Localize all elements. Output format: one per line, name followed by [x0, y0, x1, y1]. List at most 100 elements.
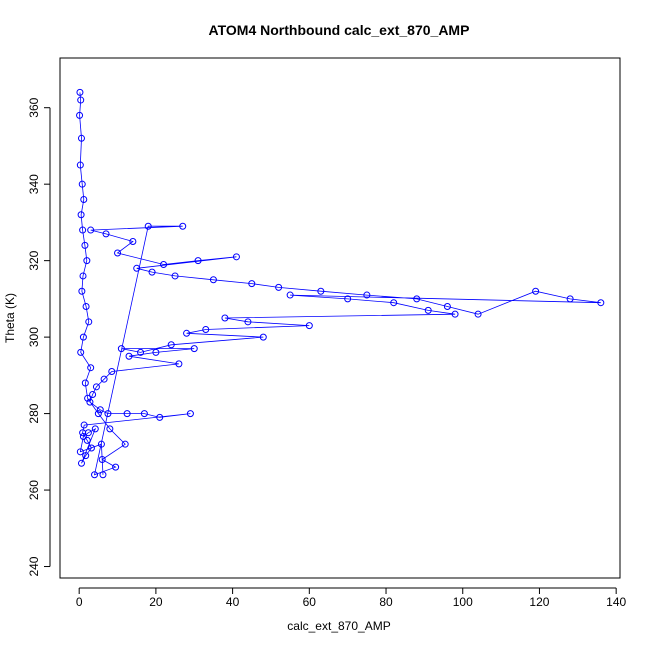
y-tick-label: 320 — [27, 250, 41, 270]
data-point — [532, 287, 540, 295]
data-layer — [76, 88, 605, 479]
data-point — [443, 303, 451, 311]
data-point — [99, 471, 107, 479]
data-point — [76, 111, 84, 119]
data-point — [344, 295, 352, 303]
data-point — [160, 260, 168, 268]
data-point — [81, 379, 89, 387]
data-point — [186, 410, 194, 418]
data-point — [85, 318, 93, 326]
data-point — [286, 291, 294, 299]
data-point — [80, 421, 88, 429]
data-point — [79, 272, 87, 280]
data-point — [209, 276, 217, 284]
data-point — [87, 226, 95, 234]
data-point — [100, 375, 108, 383]
x-tick-label: 60 — [303, 595, 317, 609]
data-point — [76, 88, 84, 96]
data-point — [79, 333, 87, 341]
data-point — [317, 287, 325, 295]
data-point — [77, 134, 85, 142]
data-point — [390, 299, 398, 307]
data-point — [78, 287, 86, 295]
y-axis-label: Theta (K) — [3, 293, 17, 343]
data-point — [156, 413, 164, 421]
data-point — [114, 249, 122, 257]
data-point — [125, 352, 133, 360]
data-point — [82, 303, 90, 311]
data-point — [117, 345, 125, 353]
data-point — [221, 314, 229, 322]
data-point — [202, 325, 210, 333]
data-point — [76, 161, 84, 169]
data-point — [183, 329, 191, 337]
data-point — [106, 425, 114, 433]
series-line — [79, 92, 601, 476]
y-tick-label: 300 — [27, 327, 41, 347]
data-point — [77, 211, 85, 219]
data-point — [112, 463, 120, 471]
data-point — [363, 291, 371, 299]
data-point — [102, 230, 110, 238]
x-tick-label: 80 — [379, 595, 393, 609]
data-point — [129, 238, 137, 246]
data-point — [424, 306, 432, 314]
data-point — [79, 226, 87, 234]
data-point — [91, 425, 99, 433]
y-tick-label: 360 — [27, 97, 41, 117]
data-point — [148, 268, 156, 276]
data-point — [179, 222, 187, 230]
data-point — [89, 390, 97, 398]
y-axis: 240 260 280 300 320 340 360 — [27, 97, 51, 577]
y-tick-label: 340 — [27, 174, 41, 194]
data-point — [137, 348, 145, 356]
data-point — [77, 96, 85, 104]
data-point — [97, 440, 105, 448]
data-point — [232, 253, 240, 261]
data-point — [123, 410, 131, 418]
x-tick-label: 0 — [76, 595, 83, 609]
data-point — [305, 322, 313, 330]
data-point — [451, 310, 459, 318]
data-point — [194, 257, 202, 265]
x-axis-label: calc_ext_870_AMP — [287, 619, 390, 633]
data-point — [140, 410, 148, 418]
data-point — [413, 295, 421, 303]
y-tick-label: 260 — [27, 480, 41, 500]
data-point — [80, 195, 88, 203]
x-tick-label: 140 — [606, 595, 626, 609]
data-point — [83, 436, 91, 444]
data-point — [82, 452, 90, 460]
data-point — [87, 364, 95, 372]
data-point — [248, 280, 256, 288]
data-point — [121, 440, 129, 448]
data-point — [96, 406, 104, 414]
x-axis: 0 20 40 60 80 100 120 140 — [76, 587, 626, 609]
data-point — [76, 448, 84, 456]
y-tick-label: 240 — [27, 556, 41, 576]
data-point — [259, 333, 267, 341]
data-point — [83, 257, 91, 265]
data-point — [474, 310, 482, 318]
data-point — [94, 410, 102, 418]
x-tick-label: 20 — [149, 595, 163, 609]
y-tick-label: 280 — [27, 403, 41, 423]
data-point — [244, 318, 252, 326]
data-point — [171, 272, 179, 280]
data-point — [133, 264, 141, 272]
data-point — [84, 394, 92, 402]
data-point — [597, 299, 605, 307]
data-point — [104, 410, 112, 418]
data-point — [91, 471, 99, 479]
data-point — [79, 433, 87, 441]
data-point — [175, 360, 183, 368]
chart-title: ATOM4 Northbound calc_ext_870_AMP — [209, 22, 470, 38]
data-point — [98, 455, 106, 463]
data-point — [108, 368, 116, 376]
data-point — [190, 345, 198, 353]
data-point — [167, 341, 175, 349]
data-point — [77, 459, 85, 467]
data-point — [152, 348, 160, 356]
data-point — [87, 444, 95, 452]
